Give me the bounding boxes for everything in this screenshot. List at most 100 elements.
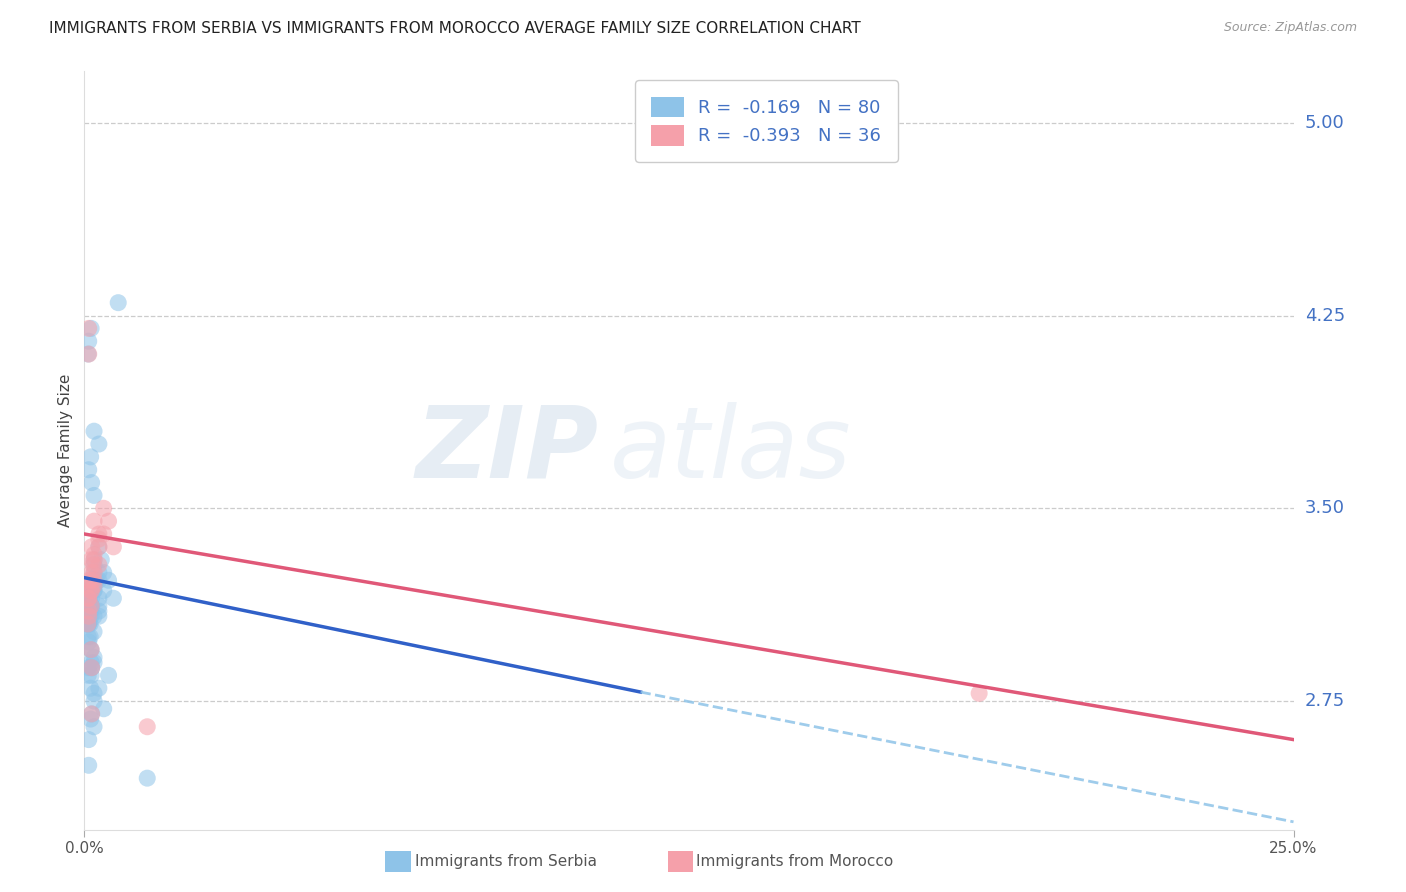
Point — [77, 616, 100, 631]
Point — [82, 558, 104, 572]
Point — [77, 334, 100, 349]
Point — [107, 295, 129, 310]
Point — [87, 599, 110, 613]
Point — [80, 660, 103, 674]
Point — [97, 514, 120, 528]
Point — [80, 566, 103, 580]
Point — [77, 635, 100, 649]
Point — [103, 591, 125, 606]
Point — [93, 527, 115, 541]
Point — [77, 591, 100, 606]
Point — [77, 463, 100, 477]
Point — [83, 424, 105, 438]
Point — [79, 630, 101, 644]
Point — [83, 720, 105, 734]
Point — [80, 599, 103, 613]
Point — [83, 578, 105, 592]
Point — [83, 624, 105, 639]
Point — [76, 609, 98, 624]
Point — [80, 475, 103, 490]
Text: ZIP: ZIP — [415, 402, 599, 499]
Point — [76, 616, 98, 631]
Point — [93, 702, 115, 716]
Text: Immigrants from Serbia: Immigrants from Serbia — [415, 855, 598, 869]
Y-axis label: Average Family Size: Average Family Size — [58, 374, 73, 527]
Point — [77, 604, 100, 618]
Point — [83, 552, 105, 566]
Point — [77, 616, 100, 631]
Point — [76, 591, 98, 606]
Point — [87, 558, 110, 572]
Point — [83, 574, 105, 588]
Point — [80, 668, 103, 682]
Point — [79, 616, 101, 631]
Point — [83, 548, 105, 562]
Point — [77, 609, 100, 624]
Point — [77, 609, 100, 624]
Point — [79, 681, 101, 696]
Point — [80, 540, 103, 554]
Point — [93, 501, 115, 516]
Point — [76, 616, 98, 631]
Point — [83, 609, 105, 624]
Point — [97, 574, 120, 588]
Point — [87, 527, 110, 541]
Point — [87, 532, 110, 546]
Point — [86, 574, 108, 588]
Point — [79, 712, 101, 726]
Point — [77, 758, 100, 772]
Point — [83, 566, 105, 580]
Point — [79, 599, 101, 613]
Point — [80, 599, 103, 613]
Point — [87, 574, 110, 588]
Point — [87, 609, 110, 624]
Point — [87, 540, 110, 554]
Point — [77, 668, 100, 682]
Point — [80, 706, 103, 721]
Point — [80, 660, 103, 674]
Point — [80, 642, 103, 657]
Point — [83, 558, 105, 572]
Point — [80, 706, 103, 721]
Point — [77, 591, 100, 606]
Point — [77, 574, 100, 588]
Point — [87, 437, 110, 451]
Point — [77, 321, 100, 335]
Point — [76, 578, 98, 592]
Text: 5.00: 5.00 — [1305, 114, 1344, 132]
Point — [79, 583, 101, 598]
Point — [83, 514, 105, 528]
Point — [87, 591, 110, 606]
Point — [79, 604, 101, 618]
Point — [83, 488, 105, 502]
Point — [77, 609, 100, 624]
Point — [77, 347, 100, 361]
Text: IMMIGRANTS FROM SERBIA VS IMMIGRANTS FROM MOROCCO AVERAGE FAMILY SIZE CORRELATIO: IMMIGRANTS FROM SERBIA VS IMMIGRANTS FRO… — [49, 21, 860, 37]
Point — [77, 732, 100, 747]
Point — [103, 540, 125, 554]
Point — [77, 591, 100, 606]
Point — [83, 656, 105, 670]
Text: Source: ZipAtlas.com: Source: ZipAtlas.com — [1223, 21, 1357, 35]
Point — [967, 686, 990, 700]
Point — [83, 694, 105, 708]
Point — [87, 681, 110, 696]
Point — [79, 450, 101, 464]
Point — [77, 591, 100, 606]
Point — [80, 583, 103, 598]
Point — [80, 599, 103, 613]
Text: atlas: atlas — [610, 402, 852, 499]
Point — [97, 668, 120, 682]
Point — [77, 616, 100, 631]
Point — [80, 552, 103, 566]
Point — [90, 552, 112, 566]
Point — [80, 656, 103, 670]
Point — [136, 771, 159, 785]
Point — [83, 650, 105, 665]
Point — [87, 540, 110, 554]
Text: 2.75: 2.75 — [1305, 692, 1346, 710]
Point — [87, 604, 110, 618]
Point — [83, 583, 105, 598]
Point — [83, 583, 105, 598]
Point — [76, 583, 98, 598]
